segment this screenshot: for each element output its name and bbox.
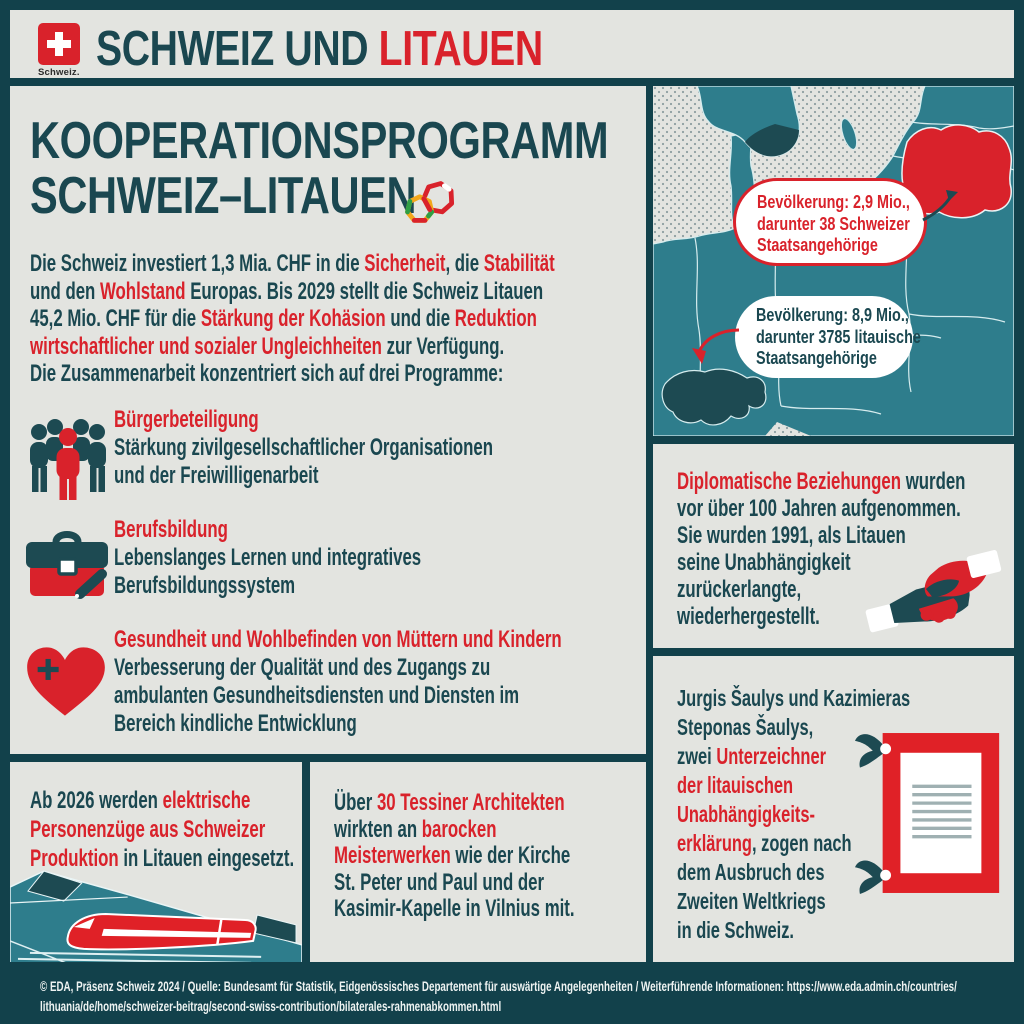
lithuania-population-callout: Bevölkerung: 2,9 Mio., darunter 38 Schwe…: [733, 178, 927, 266]
lithuania-population-text: Bevölkerung: 2,9 Mio., darunter 38 Schwe…: [757, 192, 910, 255]
switzerland-shape: [661, 368, 767, 426]
section-title-line1: KOOPERATIONSPROGRAMM: [30, 112, 609, 170]
program-title: Berufsbildung: [114, 516, 228, 543]
people-group-icon: [28, 416, 108, 507]
train-tunnel-illustration: [10, 857, 302, 962]
section-title: KOOPERATIONSPROGRAMM SCHWEIZ–LITAUEN: [30, 112, 609, 225]
header-bar: Schweiz. SCHWEIZ UND LITAUEN: [10, 10, 1014, 78]
switzerland-population-text: Bevölkerung: 8,9 Mio., darunter 3785 lit…: [756, 305, 921, 368]
footer-source-line2: lithuania/de/home/schweizer-beitrag/seco…: [40, 998, 502, 1014]
electric-trains-text: Ab 2026 werden elektrische Personenzüge …: [30, 787, 295, 872]
europe-map-panel: Bevölkerung: 2,9 Mio., darunter 38 Schwe…: [653, 86, 1014, 436]
program-text: Bürgerbeteiligung Stärkung zivilgesellsc…: [114, 406, 854, 490]
independence-signers-panel: Jurgis Šaulys und Kazimieras Steponas Ša…: [653, 656, 1014, 962]
intro-paragraph: Die Schweiz investiert 1,3 Mia. CHF in d…: [30, 250, 555, 387]
ticino-architects-text: Über 30 Tessiner Architekten wirkten an …: [334, 789, 575, 922]
ticino-architects-panel: Über 30 Tessiner Architekten wirkten an …: [310, 762, 646, 962]
arrow-to-switzerland-icon: [692, 328, 740, 364]
diplomatic-relations-panel: Diplomatische Beziehungen wurden vor übe…: [653, 444, 1014, 648]
interlocked-rings-icon: [402, 178, 458, 233]
page-title-part1: SCHWEIZ UND: [96, 22, 379, 76]
page-title: SCHWEIZ UND LITAUEN: [96, 24, 543, 74]
program-text: Gesundheit und Wohlbefinden von Müttern …: [114, 626, 854, 738]
program-desc: Stärkung zivilgesellschaftlicher Organis…: [114, 434, 494, 489]
handshake-icon: [861, 544, 1007, 647]
program-text: Berufsbildung Lebenslanges Lernen und in…: [114, 516, 854, 600]
cooperation-program-panel: KOOPERATIONSPROGRAMM SCHWEIZ–LITAUEN Die…: [10, 86, 646, 754]
briefcase-pen-icon: [26, 528, 112, 609]
footer-source-line1: © EDA, Präsenz Schweiz 2024 / Quelle: Bu…: [40, 978, 957, 994]
program-desc: Verbesserung der Qualität und des Zugang…: [114, 654, 520, 737]
program-title: Gesundheit und Wohlbefinden von Müttern …: [114, 626, 562, 653]
diplomatic-relations-text: Diplomatische Beziehungen wurden vor übe…: [677, 468, 966, 630]
program-title: Bürgerbeteiligung: [114, 406, 259, 433]
logo-label: Schweiz.: [38, 67, 80, 78]
page-title-part2: LITAUEN: [378, 22, 544, 76]
declaration-document-icon: [855, 722, 1011, 909]
independence-signers-text: Jurgis Šaulys und Kazimieras Steponas Ša…: [677, 685, 911, 943]
section-title-line2: SCHWEIZ–LITAUEN: [30, 167, 417, 225]
swiss-flag-icon: [38, 23, 80, 65]
arrow-to-lithuania-icon: [922, 190, 958, 222]
electric-trains-panel: Ab 2026 werden elektrische Personenzüge …: [10, 762, 302, 962]
swiss-confederation-logo: Schweiz.: [38, 23, 98, 78]
switzerland-population-callout: Bevölkerung: 8,9 Mio., darunter 3785 lit…: [735, 296, 921, 378]
program-desc: Lebenslanges Lernen und integratives Ber…: [114, 544, 422, 599]
heart-plus-icon: [24, 642, 108, 725]
